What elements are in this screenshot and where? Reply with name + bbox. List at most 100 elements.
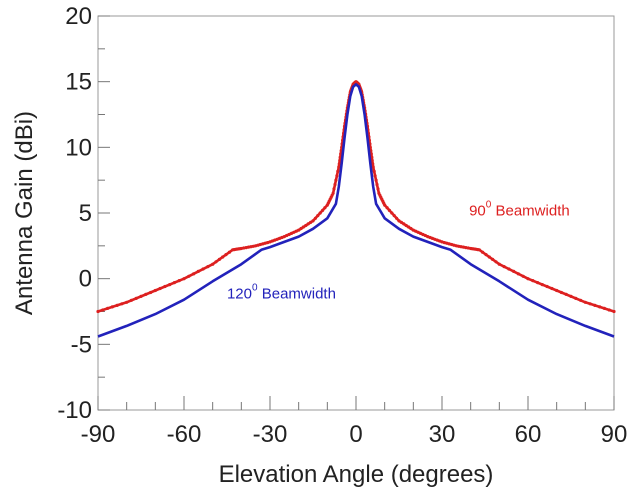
data-point <box>268 240 272 244</box>
series-annotation: 1200 Beamwidth <box>227 282 336 302</box>
data-point <box>158 286 162 291</box>
data-point <box>461 245 466 249</box>
data-point <box>261 242 265 246</box>
data-point <box>371 165 375 169</box>
data-point <box>579 298 583 302</box>
data-point <box>206 265 210 269</box>
series-red <box>96 80 616 314</box>
data-point <box>442 241 446 245</box>
data-point <box>106 306 110 310</box>
data-point <box>289 231 294 235</box>
data-point <box>332 187 336 191</box>
data-point <box>239 246 243 251</box>
data-point <box>196 269 200 273</box>
data-point <box>125 300 129 304</box>
data-point <box>244 246 248 250</box>
data-point <box>399 220 403 224</box>
data-point <box>120 302 124 306</box>
data-point <box>569 294 573 298</box>
data-point <box>426 235 430 239</box>
y-axis-title: Antenna Gain (dBi) <box>11 111 38 315</box>
data-point <box>477 248 481 252</box>
data-point <box>139 294 143 298</box>
data-point <box>555 288 559 293</box>
data-point <box>457 244 461 248</box>
data-point <box>583 300 587 304</box>
data-point <box>115 303 119 307</box>
data-point <box>491 257 495 261</box>
data-point <box>217 257 221 261</box>
series-group <box>96 80 616 338</box>
data-point <box>214 260 218 264</box>
data-point <box>459 245 463 249</box>
data-point <box>192 272 196 276</box>
data-point <box>390 211 394 215</box>
series-annotation: 900 Beamwidth <box>469 200 570 220</box>
data-point <box>550 286 554 291</box>
data-point <box>411 228 415 232</box>
data-point <box>273 238 277 242</box>
data-point <box>397 219 401 223</box>
data-point <box>452 243 456 247</box>
data-point <box>221 255 225 259</box>
data-point <box>242 246 246 250</box>
x-tick-label: -60 <box>167 421 202 448</box>
data-point <box>559 290 564 295</box>
y-tick-label: -5 <box>71 331 92 358</box>
data-point <box>311 219 315 223</box>
data-point <box>502 265 506 269</box>
data-point <box>598 305 602 309</box>
data-point <box>526 277 530 281</box>
data-point <box>282 235 286 239</box>
data-point <box>421 232 425 237</box>
data-point <box>612 309 616 314</box>
y-tick-labels: -10 -5 0 5 10 15 20 <box>57 3 92 424</box>
y-tick-label: 5 <box>79 200 92 227</box>
x-tick-label: 60 <box>515 421 542 448</box>
data-point <box>316 214 320 218</box>
y-tick-label: -10 <box>57 397 92 424</box>
data-point <box>423 233 427 238</box>
data-point <box>447 242 451 246</box>
data-point <box>333 182 337 187</box>
data-point <box>280 235 284 240</box>
data-point <box>287 232 291 237</box>
data-point <box>149 290 153 295</box>
data-point <box>211 262 215 266</box>
data-point <box>304 223 308 228</box>
data-point <box>487 255 491 259</box>
data-point <box>246 245 251 249</box>
data-point <box>172 281 176 285</box>
data-point <box>484 253 488 257</box>
data-point <box>407 225 411 229</box>
data-point <box>321 208 325 212</box>
data-point <box>545 284 549 289</box>
data-point <box>224 253 228 257</box>
x-tick-label: -90 <box>81 421 116 448</box>
y-tick-label: 15 <box>65 69 92 96</box>
data-point <box>521 274 525 278</box>
data-point <box>153 288 157 293</box>
data-point <box>395 216 399 220</box>
data-point <box>96 309 100 314</box>
data-point <box>433 237 437 241</box>
data-point <box>266 241 270 245</box>
data-point <box>531 279 535 283</box>
data-point <box>306 222 310 226</box>
axis-ticks <box>97 15 615 411</box>
data-point <box>301 225 305 229</box>
data-point <box>445 241 449 245</box>
data-point <box>409 226 413 231</box>
x-tick-label: 0 <box>349 421 362 448</box>
data-point <box>182 277 186 281</box>
data-point <box>416 230 420 234</box>
data-point <box>593 303 597 307</box>
data-point <box>430 236 434 240</box>
data-point <box>270 239 274 243</box>
data-point <box>168 283 172 287</box>
data-point <box>404 223 408 228</box>
data-point <box>373 174 377 178</box>
data-point <box>588 302 592 306</box>
data-point <box>494 260 498 264</box>
